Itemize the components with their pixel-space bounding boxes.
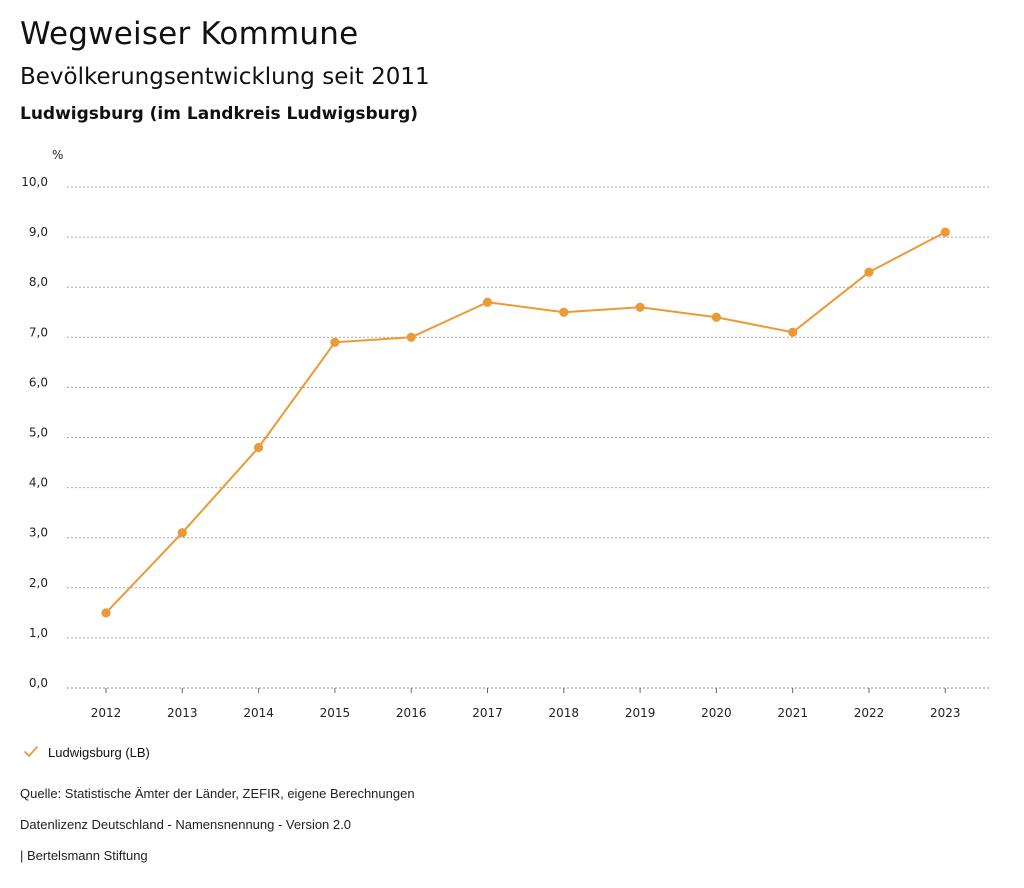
legend-label: Ludwigsburg (LB) [48,744,150,760]
data-point[interactable] [254,442,264,453]
data-point[interactable] [788,327,798,337]
series-group [101,227,950,618]
checkmark-icon [24,746,38,757]
x-tick-label: 2015 [320,706,351,720]
license-note: Datenlizenz Deutschland - Namensnennung … [20,817,351,832]
x-axis-ticks: 2012 2013 2014 2015 2016 2017 2018 2019 2020 2021… [91,688,961,720]
y-tick-label: 0,0 [29,676,48,690]
y-tick-label: 7,0 [29,325,48,339]
x-tick-label: 2020 [701,706,732,720]
data-point[interactable] [559,307,569,317]
y-tick-label: 8,0 [29,275,48,289]
region-label: Ludwigsburg (im Landkreis Ludwigsburg) [20,104,419,124]
data-point[interactable] [406,332,416,342]
x-tick-label: 2016 [396,706,427,720]
x-tick-label: 2012 [91,706,122,720]
x-tick-label: 2018 [549,706,580,720]
x-tick-label: 2021 [777,706,808,720]
y-tick-label: 5,0 [29,426,48,440]
data-point[interactable] [711,312,722,322]
y-tick-label: 2,0 [29,576,48,590]
x-tick-label: 2017 [472,706,503,720]
x-tick-label: 2014 [243,706,274,720]
y-axis-label: % [52,148,63,162]
data-point[interactable] [635,302,645,312]
y-tick-label: 1,0 [29,626,48,640]
y-tick-label: 4,0 [29,476,48,490]
page-title: Wegweiser Kommune [20,16,359,52]
x-tick-label: 2013 [167,706,198,720]
x-tick-label: 2019 [625,706,656,720]
data-point[interactable] [101,608,111,618]
data-point[interactable] [330,337,340,347]
x-tick-label: 2022 [854,706,885,720]
y-tick-label: 3,0 [29,526,48,540]
series-line [105,231,947,614]
y-axis-ticks: 0,0 1,0 2,0 3,0 4,0 5,0 6,0 7,0 8,0 9,0 10,0 [21,175,48,690]
y-tick-label: 9,0 [29,225,48,239]
gridlines [67,186,990,689]
publisher-note: | Bertelsmann Stiftung [20,848,148,863]
data-point[interactable] [864,267,874,277]
data-point[interactable] [482,297,493,307]
legend-item[interactable]: Ludwigsburg (LB) [20,744,150,760]
data-point[interactable] [177,528,187,538]
data-point[interactable] [940,227,950,237]
y-tick-label: 6,0 [29,375,48,389]
chart-subtitle: Bevölkerungsentwicklung seit 2011 [20,64,430,90]
x-tick-label: 2023 [930,706,961,720]
y-tick-label: 10,0 [21,175,48,189]
source-note: Quelle: Statistische Ämter der Länder, Z… [20,786,415,801]
line-chart: 0,01,02,03,04,05,06,07,08,09,010,0 2012 2… [21,148,990,720]
